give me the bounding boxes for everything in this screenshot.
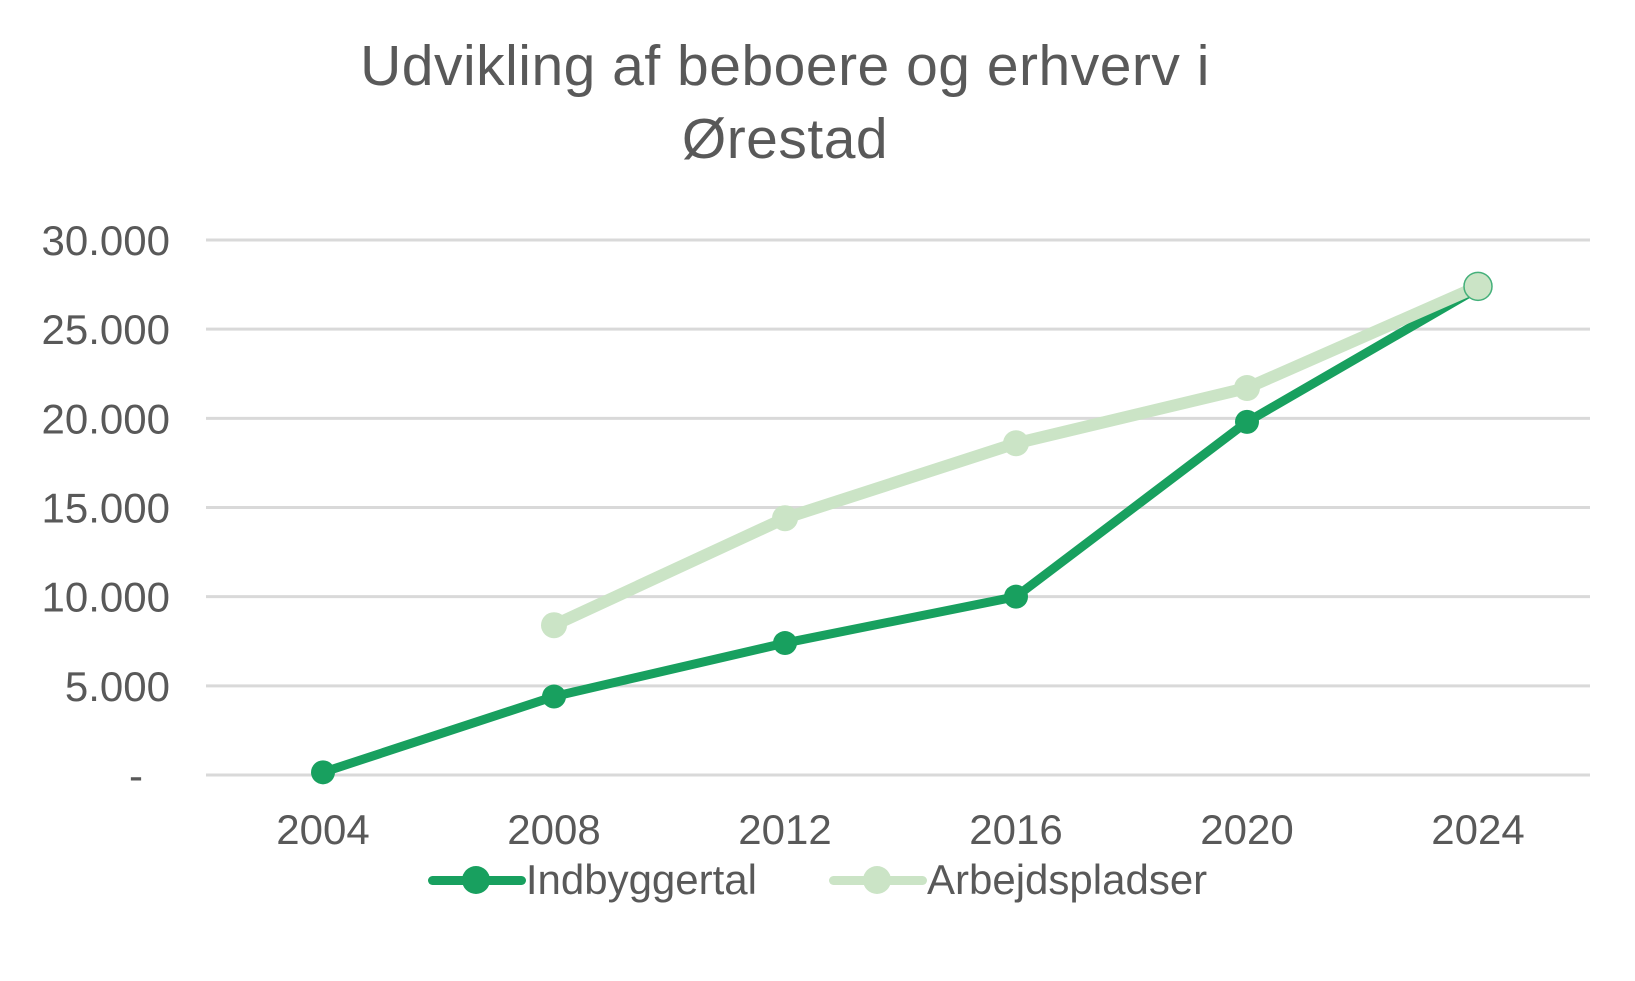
data-point-arbejdspladser-2012: [772, 505, 798, 532]
x-axis-tick-label: 2008: [507, 806, 600, 853]
legend-dot-icon: [863, 866, 891, 894]
legend-item-indbyggertal: Indbyggertal: [427, 856, 757, 904]
legend-label-indbyggertal: Indbyggertal: [525, 856, 757, 903]
indbyggertal-line-marker-icon: [427, 865, 526, 895]
legend-dot-icon: [461, 866, 490, 894]
data-point-arbejdspladser-2024: [1463, 271, 1493, 302]
y-axis-tick-label: 5.000: [65, 663, 170, 710]
y-axis-tick-label: 10.000: [42, 574, 170, 621]
data-point-indbyggertal-2004: [311, 760, 335, 785]
chart-title: Udvikling af beboere og erhverv i Øresta…: [360, 34, 1210, 171]
arbejdspladser-line-marker-icon: [829, 865, 927, 895]
legend-item-arbejdspladser: Arbejdspladser: [829, 856, 1207, 904]
y-axis-tick-label: 25.000: [42, 306, 170, 353]
x-axis-tick-label: 2020: [1200, 806, 1293, 853]
data-point-indbyggertal-2016: [1004, 584, 1028, 609]
x-axis-tick-label: 2016: [969, 806, 1062, 853]
x-axis-tick-label: 2012: [738, 806, 831, 853]
y-axis-tick-label: 15.000: [42, 484, 170, 531]
legend-label-arbejdspladser: Arbejdspladser: [927, 856, 1208, 903]
y-axis-tick-label: 20.000: [42, 395, 170, 442]
data-point-arbejdspladser-2020: [1234, 375, 1260, 402]
x-axis-tick-label: 2004: [276, 806, 369, 853]
x-axis-tick-label: 2024: [1431, 806, 1524, 853]
chart-legend: Indbyggertal Arbejdspladser: [0, 856, 1635, 904]
y-axis-tick-label: 30.000: [42, 217, 170, 264]
data-point-indbyggertal-2020: [1235, 409, 1259, 434]
data-point-indbyggertal-2012: [773, 631, 797, 656]
data-point-arbejdspladser-2008: [541, 612, 567, 639]
data-point-indbyggertal-2008: [542, 684, 566, 709]
data-point-arbejdspladser-2016: [1003, 430, 1029, 457]
series-line-indbyggertal: [318, 283, 1483, 777]
y-axis-tick-label: -: [129, 752, 143, 799]
